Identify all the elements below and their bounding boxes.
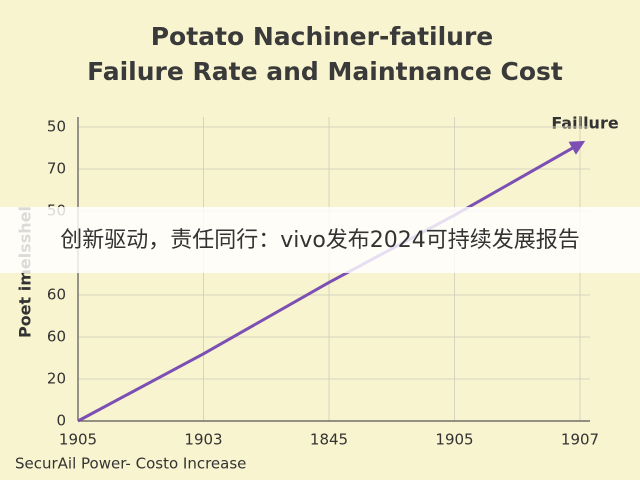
overlay-banner-text: 创新驱动，责任同行：vivo发布2024可持续发展报告 [60,228,580,253]
series-line [77,140,586,423]
x-tick-label: 1905 [435,431,473,449]
chart-title: Potato Nachiner-fatilure [151,22,494,51]
y-tick-label: 0 [56,412,66,430]
x-tick-label: 1905 [59,431,97,449]
x-tick-label: 1845 [310,431,348,449]
chart-subtitle: Failure Rate and Maintnance Cost [87,57,563,86]
annotation: Faillure [551,114,619,133]
x-axis-label: SecurAil Power- Costo Increase [15,455,246,473]
y-tick-label: 20 [47,370,66,388]
y-tick-label: 70 [47,160,66,178]
y-tick-label: 60 [47,328,66,346]
x-tick-label: 1903 [184,431,222,449]
overlay-banner [0,207,640,273]
y-tick-label: 60 [47,286,66,304]
plot-area: 020606050705019051903184519051907 [47,117,599,449]
x-tick-label: 1907 [561,431,599,449]
y-tick-label: 50 [47,118,66,136]
